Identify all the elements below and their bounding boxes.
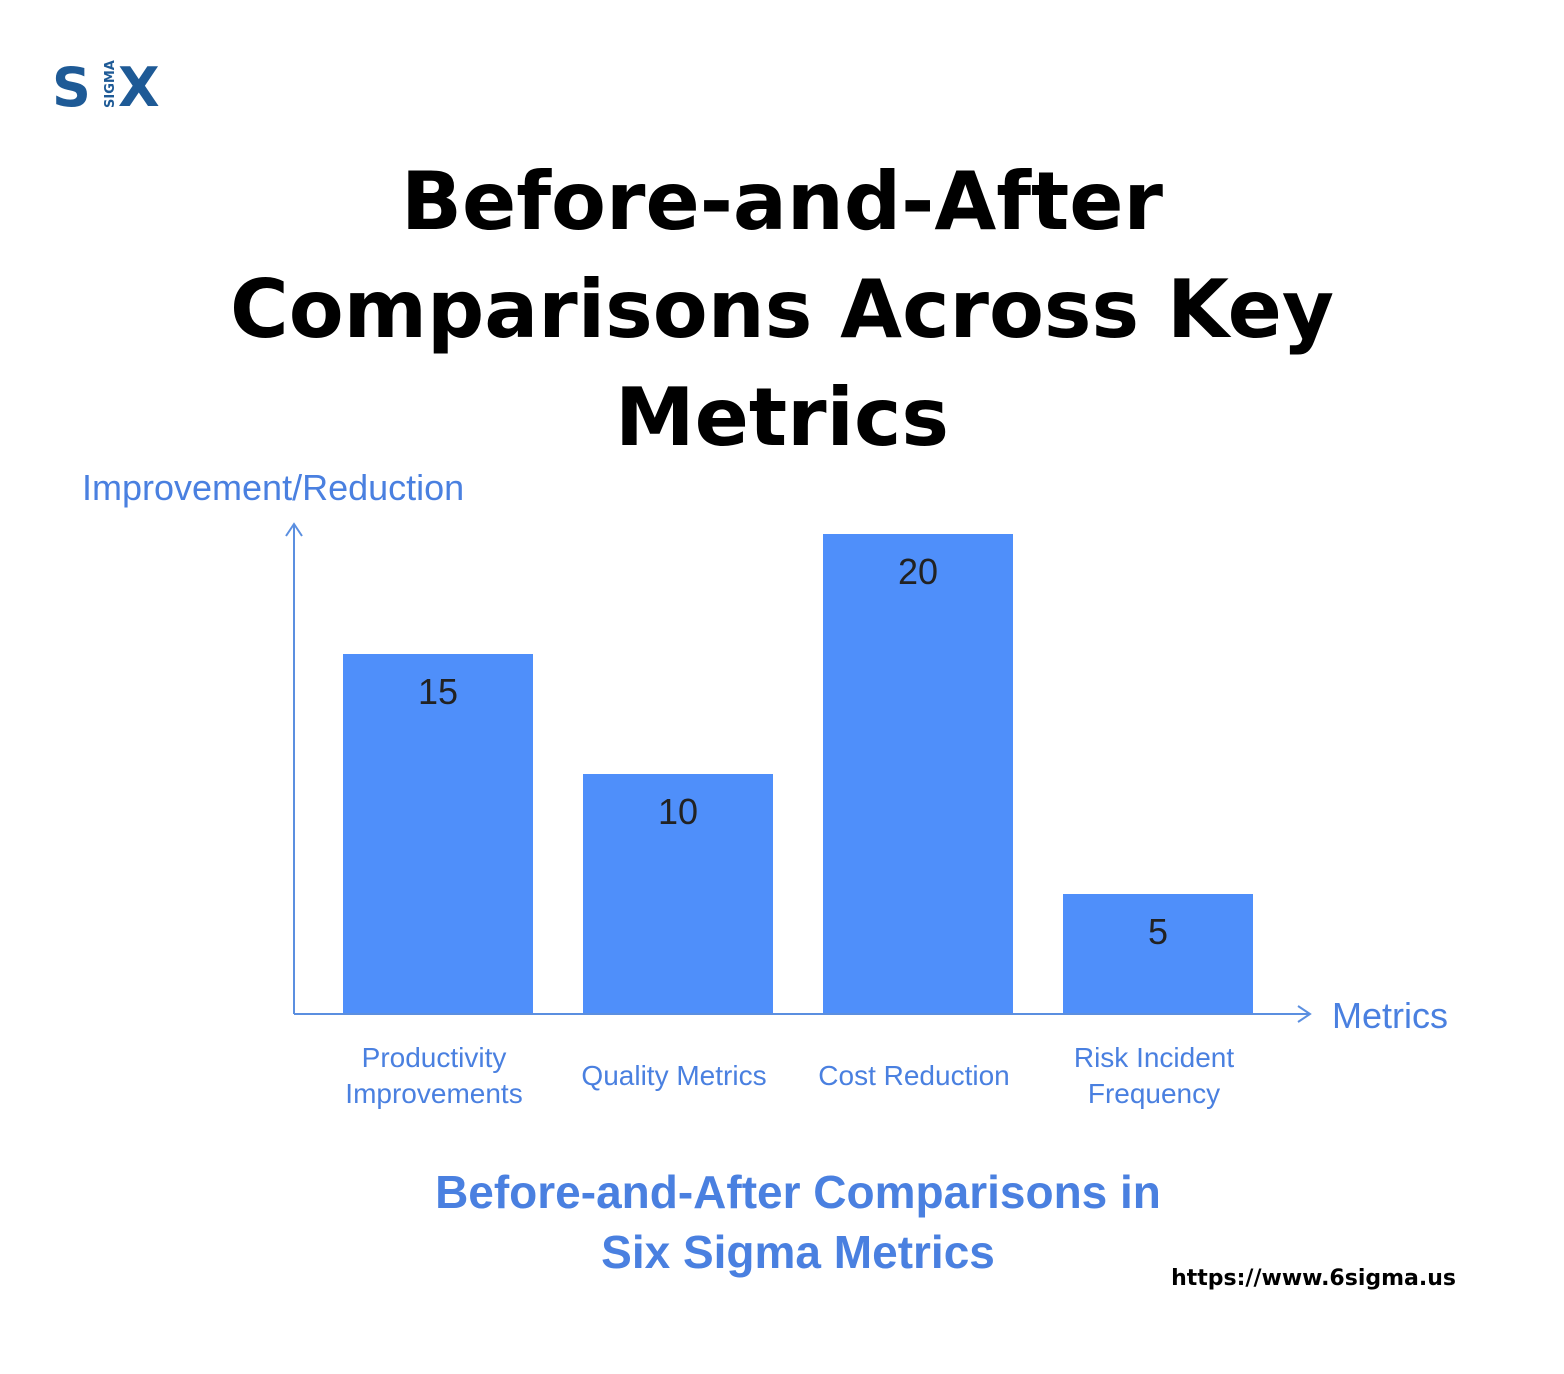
category-label-2-line-0: Cost Reduction [818, 1060, 1009, 1091]
category-label-1-line-0: Quality Metrics [581, 1060, 766, 1091]
category-label-3-line-1: Frequency [1088, 1078, 1220, 1109]
y-axis-arrow-icon [285, 522, 303, 537]
logo-letter-s: S [52, 56, 91, 112]
page-title-line-1: Before-and-After [401, 155, 1163, 248]
page-title-line-3: Metrics [614, 371, 950, 464]
category-label-3-line-0: Risk Incident [1074, 1042, 1235, 1073]
chart-caption-line-1: Before-and-After Comparisons in [435, 1166, 1161, 1218]
website-url: https://www.6sigma.us [1171, 1266, 1456, 1291]
category-label-0-line-0: Productivity [362, 1042, 507, 1073]
bar-3 [1063, 894, 1253, 1014]
logo-letter-x: X [118, 56, 160, 112]
x-axis-label: Metrics [1332, 995, 1448, 1036]
category-label-0-line-1: Improvements [345, 1078, 522, 1109]
bar-value-label-0: 15 [418, 671, 458, 712]
bar-1 [583, 774, 773, 1014]
bar-2 [823, 534, 1013, 1014]
chart-caption: Before-and-After Comparisons in Six Sigm… [0, 1162, 1564, 1282]
logo-sigma-text: SIGMA [103, 60, 118, 108]
x-axis-arrow-icon [1297, 1005, 1312, 1023]
y-axis-label: Improvement/Reduction [82, 467, 464, 508]
labels-group: 15 Productivity Improvements 10 Quality Metr… [345, 551, 1234, 1109]
axes-group: Improvement/Reduction Metrics [82, 467, 1448, 1036]
chart-caption-line-2: Six Sigma Metrics [601, 1226, 995, 1278]
bar-0 [343, 654, 533, 1014]
bar-value-label-3: 5 [1148, 911, 1168, 952]
bar-value-label-1: 10 [658, 791, 698, 832]
page-title-line-2: Comparisons Across Key [230, 263, 1334, 356]
page-title: Before-and-After Comparisons Across Key … [0, 148, 1564, 472]
six-sigma-logo: S SIGMA X [52, 56, 160, 112]
bar-value-label-2: 20 [898, 551, 938, 592]
bars-group [343, 534, 1253, 1014]
